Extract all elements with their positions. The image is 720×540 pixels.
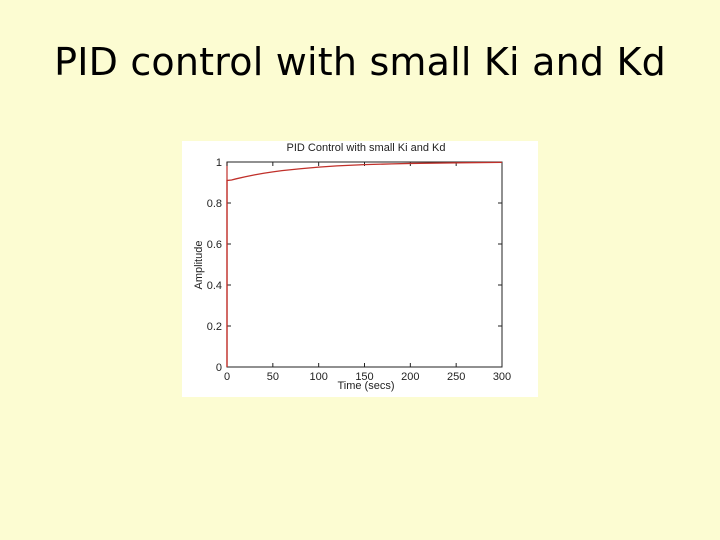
y-tick-label: 0.2 bbox=[207, 321, 222, 333]
x-tick-label: 100 bbox=[309, 371, 327, 383]
y-tick-label: 0.6 bbox=[207, 239, 222, 251]
x-tick-label: 300 bbox=[493, 371, 511, 383]
x-tick-label: 150 bbox=[355, 371, 373, 383]
step-response-chart: 0 50 100 150 200 250 300 0 0.2 0.4 0.6 0.8 1 PID Con… bbox=[193, 142, 511, 392]
x-axis-label: Time (secs) bbox=[337, 380, 394, 392]
x-tick-label: 50 bbox=[267, 371, 279, 383]
x-tick-label: 250 bbox=[447, 371, 465, 383]
x-tick-label: 0 bbox=[224, 371, 230, 383]
y-tick-label: 0.8 bbox=[207, 198, 222, 210]
chart-figure: 0 50 100 150 200 250 300 0 0.2 0.4 0.6 0.8 1 PID Con… bbox=[182, 141, 538, 397]
slide-title: PID control with small Ki and Kd bbox=[54, 40, 666, 84]
plot-frame bbox=[226, 161, 503, 368]
y-tick-label: 0 bbox=[216, 362, 222, 374]
y-axis-label: Amplitude bbox=[193, 241, 205, 290]
x-tick-label: 200 bbox=[401, 371, 419, 383]
chart-title: PID Control with small Ki and Kd bbox=[287, 142, 446, 154]
y-tick-label: 1 bbox=[216, 157, 222, 169]
response-series-line bbox=[226, 161, 503, 368]
y-tick-label: 0.4 bbox=[207, 280, 222, 292]
